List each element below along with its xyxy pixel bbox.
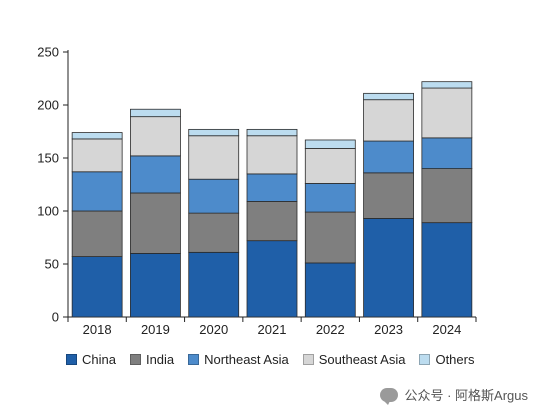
x-axis: 2018 2019 2020 2021 2022 2023 2024 — [67, 316, 477, 337]
bar-segment-southeast-asia — [246, 135, 298, 175]
bar-segment-northeast-asia — [246, 173, 298, 202]
legend-swatch — [129, 354, 141, 365]
legend-swatch — [66, 354, 77, 365]
bar-segment-southeast-asia — [71, 138, 123, 173]
legend-swatch — [188, 354, 200, 365]
bar-segment-northeast-asia — [130, 155, 181, 194]
chat-bubble-icon — [380, 387, 399, 405]
legend-swatch — [419, 354, 431, 365]
legend-item: Southeast Asia — [302, 352, 406, 367]
bar-segment-others — [421, 81, 473, 89]
bar-segment-northeast-asia — [421, 137, 473, 170]
bar-segment-china — [71, 256, 123, 318]
legend-label: Southeast Asia — [318, 352, 406, 367]
bar-segment-india — [188, 212, 240, 253]
y-axis: 0 50 100 150 200 250 — [37, 45, 69, 325]
bar-segment-northeast-asia — [363, 140, 414, 174]
bar-segment-india — [421, 168, 473, 224]
bar-segment-india — [246, 201, 298, 242]
bar-segment-others — [130, 108, 181, 118]
x-tick-label: 2022 — [316, 322, 345, 337]
legend-item: China — [66, 352, 116, 367]
y-tick-label: 100 — [37, 204, 59, 219]
x-tick-label: 2018 — [83, 322, 112, 337]
bar-segment-others — [188, 128, 240, 137]
watermark: 公众号 · 阿格斯Argus — [380, 385, 528, 405]
bar-segment-others — [363, 92, 414, 101]
x-tick-label: 2021 — [258, 322, 287, 337]
x-tick-label: 2020 — [199, 322, 228, 337]
bar-segment-india — [130, 192, 181, 254]
legend-label: China — [82, 352, 116, 367]
bar-segment-southeast-asia — [421, 87, 473, 139]
watermark-text: 公众号 · 阿格斯Argus — [404, 388, 528, 403]
bar-segment-china — [188, 251, 240, 318]
x-tick-label: 2023 — [374, 322, 403, 337]
legend-item: Others — [419, 352, 474, 367]
bar-segment-others — [246, 128, 298, 137]
legend-label: Others — [435, 352, 475, 367]
bar-segment-china — [304, 262, 356, 318]
stacked-bar-chart: 0 50 100 150 200 250 2018 2019 2020 2021 2022 2023… — [37, 45, 477, 337]
bar-segment-china — [421, 222, 473, 318]
bars — [71, 81, 473, 318]
legend-label: India — [145, 352, 175, 367]
bar-segment-southeast-asia — [304, 148, 356, 184]
legend-item: India — [129, 352, 175, 367]
bar-segment-northeast-asia — [304, 183, 356, 213]
bar-segment-india — [71, 210, 123, 257]
y-tick-label: 250 — [37, 45, 59, 60]
y-tick-label: 200 — [37, 98, 59, 113]
legend-label: Northeast Asia — [204, 352, 289, 367]
bar-segment-china — [130, 252, 181, 318]
x-tick-label: 2024 — [432, 322, 461, 337]
bar-segment-southeast-asia — [130, 116, 181, 157]
bar-segment-china — [363, 218, 414, 318]
bar-segment-india — [363, 172, 414, 219]
legend-item: Northeast Asia — [188, 352, 289, 367]
bar-segment-india — [304, 211, 356, 264]
bar-segment-others — [71, 132, 123, 140]
x-tick-label: 2019 — [141, 322, 170, 337]
y-tick-label: 50 — [45, 257, 59, 272]
bar-segment-northeast-asia — [71, 171, 123, 212]
bar-segment-china — [246, 240, 298, 318]
bar-segment-southeast-asia — [188, 135, 240, 180]
bar-segment-northeast-asia — [188, 178, 240, 214]
bar-segment-others — [304, 139, 356, 149]
legend-swatch — [302, 354, 314, 365]
legend: China India Northeast Asia Southeast Asia Ot… — [66, 352, 488, 367]
y-tick-label: 0 — [52, 310, 59, 325]
y-tick-label: 150 — [37, 151, 59, 166]
bar-segment-southeast-asia — [363, 99, 414, 142]
